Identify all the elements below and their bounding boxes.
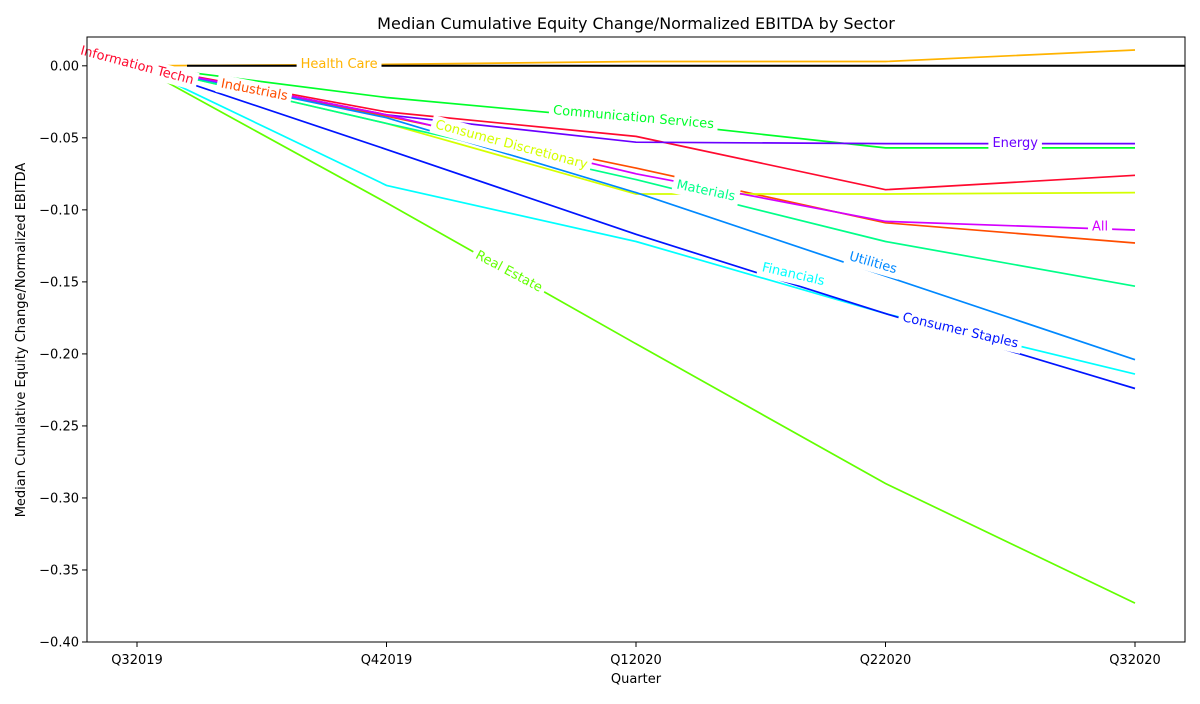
inline-label-background	[1088, 218, 1113, 237]
inline-label-text: All	[1092, 220, 1108, 235]
y-axis-label: Median Cumulative Equity Change/Normaliz…	[14, 163, 29, 518]
inline-label-energy: Energy	[988, 134, 1042, 153]
series-line-all	[136, 64, 1136, 231]
series-line-utilities	[136, 64, 1136, 361]
x-tick-label: Q42019	[361, 653, 413, 668]
inline-label-background	[429, 114, 594, 176]
inline-label-text: Health Care	[301, 57, 378, 72]
x-tick-label: Q32019	[111, 653, 163, 668]
y-axis: 0.00 −0.05 −0.10 −0.15 −0.20 −0.25 −0.30 −0.35 −…	[39, 59, 87, 651]
inline-label-background	[296, 55, 382, 74]
series-line-industrials	[136, 64, 1136, 244]
y-tick-label: −0.20	[39, 347, 79, 362]
y-tick-label: 0.00	[50, 59, 79, 74]
x-tick-label: Q32020	[1109, 653, 1161, 668]
inline-label-text: Energy	[992, 136, 1038, 151]
y-tick-label: −0.05	[39, 131, 79, 146]
inline-label-background	[548, 101, 719, 135]
series-line-materials	[136, 64, 1136, 288]
inline-label-background	[843, 246, 903, 280]
y-tick-label: −0.40	[39, 636, 79, 651]
x-axis: Q32019 Q42019 Q12020 Q22020 Q32020	[111, 642, 1161, 668]
series-lines	[136, 49, 1185, 604]
x-tick-label: Q12020	[610, 653, 662, 668]
inline-label-health-care: Health Care	[296, 55, 382, 74]
chart-title: Median Cumulative Equity Change/Normaliz…	[377, 14, 895, 33]
x-tick-label: Q22020	[860, 653, 912, 668]
inline-label-background	[468, 244, 549, 299]
y-tick-label: −0.25	[39, 419, 79, 434]
inline-label-background	[896, 307, 1024, 354]
y-tick-label: −0.10	[39, 203, 79, 218]
y-tick-label: −0.15	[39, 275, 79, 290]
inline-label-background	[74, 40, 200, 91]
x-axis-label: Quarter	[611, 672, 662, 687]
inline-label-background	[670, 175, 741, 207]
series-line-real-estate	[136, 65, 1136, 604]
plot-area-frame	[86, 36, 1186, 643]
inline-label-background	[756, 257, 831, 292]
series-line-information-techn	[136, 64, 1136, 191]
y-tick-label: −0.30	[39, 491, 79, 506]
y-tick-label: −0.35	[39, 563, 79, 578]
inline-label-background	[215, 74, 294, 107]
inline-label-all: All	[1088, 218, 1113, 237]
inline-label-background	[988, 134, 1042, 153]
